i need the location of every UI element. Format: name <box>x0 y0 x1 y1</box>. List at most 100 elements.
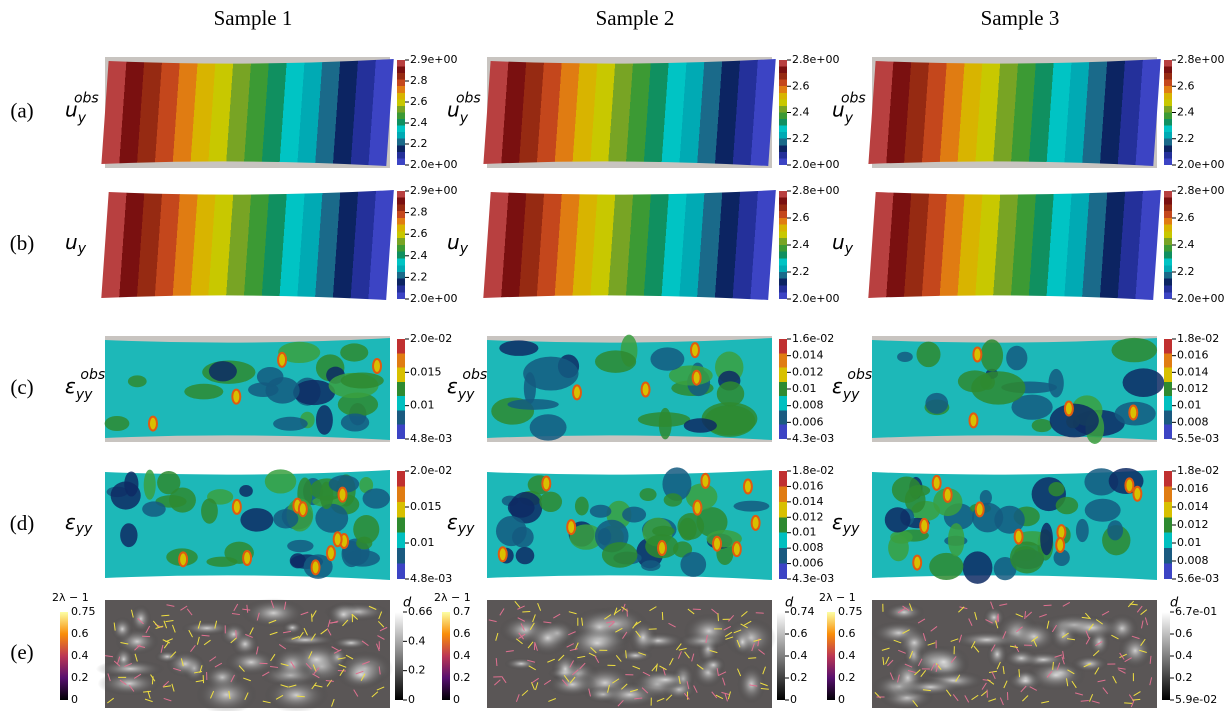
director <box>678 675 681 684</box>
colorbar-label: 0.012 <box>1177 382 1209 395</box>
field-label: uy obs <box>447 91 481 127</box>
contour-field <box>483 190 776 300</box>
contour-peak <box>571 384 582 401</box>
damage-blob <box>551 652 580 686</box>
director <box>1101 610 1110 616</box>
colorbar <box>1162 612 1170 700</box>
director <box>753 638 762 642</box>
director <box>1022 695 1029 702</box>
damage-blob <box>195 675 257 711</box>
director <box>568 631 576 636</box>
director <box>137 618 144 625</box>
director <box>973 645 980 653</box>
director <box>724 693 728 702</box>
director <box>1002 631 1007 639</box>
contour-blob <box>639 488 657 501</box>
colorbar-label: 0.012 <box>792 510 824 523</box>
director <box>737 668 742 677</box>
director <box>683 692 690 700</box>
director <box>291 636 300 640</box>
colorbar-label: 2.6 <box>792 211 810 224</box>
director <box>604 614 612 620</box>
contour-blob <box>597 528 612 545</box>
director <box>1141 620 1144 629</box>
contour-blob <box>529 414 567 441</box>
director <box>361 640 369 647</box>
colorbar-label: 0 <box>453 693 460 706</box>
colorbar <box>1164 60 1172 165</box>
colorbar-label: 0 <box>408 693 415 706</box>
director <box>968 618 973 626</box>
colorbar-label: 0.2 <box>1175 671 1193 684</box>
director <box>521 689 529 697</box>
contour-peak <box>640 381 651 398</box>
contour-blob <box>980 339 1004 372</box>
colorbar-label: 0.2 <box>453 671 471 684</box>
director <box>262 700 271 704</box>
director <box>194 671 203 674</box>
director <box>270 600 275 609</box>
director <box>233 603 239 612</box>
contour-peak <box>178 551 189 568</box>
colorbar-label: 2.4 <box>1177 106 1195 119</box>
director <box>171 624 176 633</box>
director <box>553 613 561 619</box>
field-sup: obs <box>74 91 99 107</box>
field-label: εyy <box>447 510 475 538</box>
contour-blob <box>652 525 675 537</box>
colorbar-label: 0 <box>71 693 78 706</box>
director <box>1024 611 1027 620</box>
director <box>566 643 574 648</box>
director <box>1140 609 1148 616</box>
damage-blob <box>130 604 152 633</box>
director <box>528 665 536 671</box>
director <box>495 657 498 667</box>
director <box>165 620 174 623</box>
damage-blob <box>883 602 925 622</box>
director <box>642 671 651 677</box>
director <box>927 642 936 646</box>
director <box>981 682 987 690</box>
director <box>1083 663 1092 668</box>
director <box>268 619 277 624</box>
director <box>758 649 766 655</box>
director <box>885 656 890 665</box>
director <box>725 636 734 640</box>
contour-peak <box>1013 528 1024 545</box>
colorbar-label: 2.8 <box>410 206 428 219</box>
colorbar-label: 2.8 <box>410 74 428 87</box>
contour-blob <box>507 497 535 518</box>
director <box>665 694 673 701</box>
director <box>312 664 317 673</box>
director <box>1020 685 1027 693</box>
contour-blob <box>1006 345 1028 371</box>
director <box>377 635 385 640</box>
director <box>515 638 523 645</box>
director <box>669 657 674 666</box>
field-base: u <box>447 97 460 121</box>
director <box>124 663 132 668</box>
panel: εyy obs 1.8e-02 0.016 0.014 0.012 0.01 0.008 5.5… <box>832 332 1219 445</box>
damage-blob <box>337 660 385 690</box>
contour-peak <box>566 519 577 536</box>
contour-peak <box>700 472 711 489</box>
field-sup: obs <box>80 367 105 383</box>
contour-blob <box>891 476 922 503</box>
damage-blob <box>737 664 766 704</box>
director <box>331 698 335 707</box>
director <box>312 673 320 679</box>
contour-blob <box>1084 498 1121 522</box>
director <box>958 634 963 643</box>
colorbar-label: 0.2 <box>71 671 89 684</box>
field-sub: yy <box>842 387 860 403</box>
colorbar-label: 2.0e+00 <box>792 158 839 171</box>
contour-blob <box>256 367 284 387</box>
contour-blob <box>293 379 336 406</box>
director <box>543 621 552 624</box>
director <box>996 615 999 624</box>
contour-blob <box>315 405 333 435</box>
director <box>1062 651 1065 660</box>
colorbar-label: 2.8e+00 <box>1177 53 1224 66</box>
colorbar <box>1164 191 1172 299</box>
field-label: εyy <box>832 510 860 538</box>
